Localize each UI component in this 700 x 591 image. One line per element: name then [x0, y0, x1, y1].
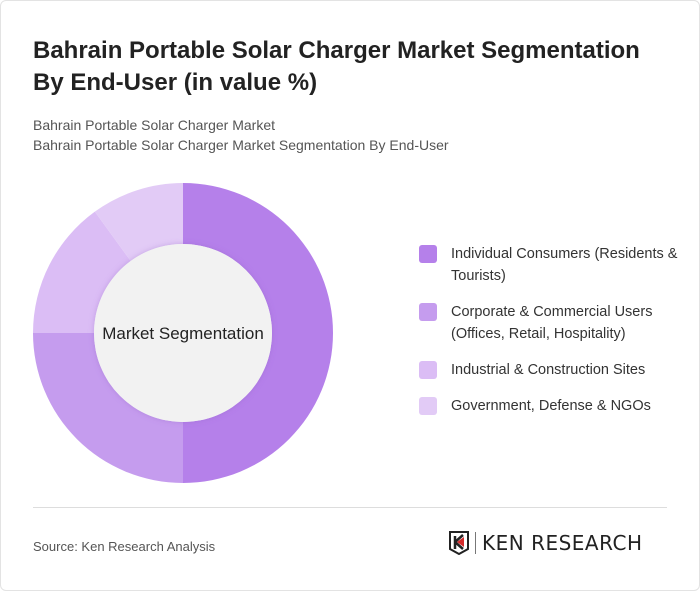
donut-slice-3: [33, 211, 131, 333]
ken-logo-icon: [449, 531, 469, 555]
legend-label: Industrial & Construction Sites: [451, 362, 646, 378]
donut-slice-2: [33, 333, 183, 483]
donut-center: [94, 244, 272, 422]
legend-label: Government, Defense & NGOs: [451, 398, 651, 414]
legend-item: Corporate & Commercial Users (Offices, R…: [419, 301, 689, 345]
ken-research-logo: KEN RESEARCH: [449, 531, 643, 555]
legend-swatch: [419, 245, 437, 263]
legend-item: Government, Defense & NGOs: [419, 395, 689, 417]
chart-title: Bahrain Portable Solar Charger Market Se…: [33, 37, 640, 96]
legend-label: Individual Consumers (Residents & Touris…: [451, 246, 678, 284]
subtitle-market: Bahrain Portable Solar Charger Market: [33, 117, 276, 133]
legend-swatch: [419, 303, 437, 321]
donut-chart: Market Segmentation: [33, 183, 333, 483]
subtitle-segmentation: Bahrain Portable Solar Charger Market Se…: [33, 137, 449, 153]
source-note: Source: Ken Research Analysis: [33, 539, 216, 554]
logo-text: KEN RESEARCH: [482, 531, 643, 555]
legend-item: Individual Consumers (Residents & Touris…: [419, 243, 689, 287]
legend: Individual Consumers (Residents & Touris…: [419, 243, 689, 431]
donut-slice-1: [183, 183, 333, 483]
legend-swatch: [419, 397, 437, 415]
donut-slice-4: [94, 183, 183, 261]
legend-swatch: [419, 361, 437, 379]
center-label: Market Segmentation: [102, 324, 264, 343]
legend-label: Corporate & Commercial Users (Offices, R…: [451, 304, 653, 342]
legend-item: Industrial & Construction Sites: [419, 359, 689, 381]
divider: [33, 507, 667, 508]
